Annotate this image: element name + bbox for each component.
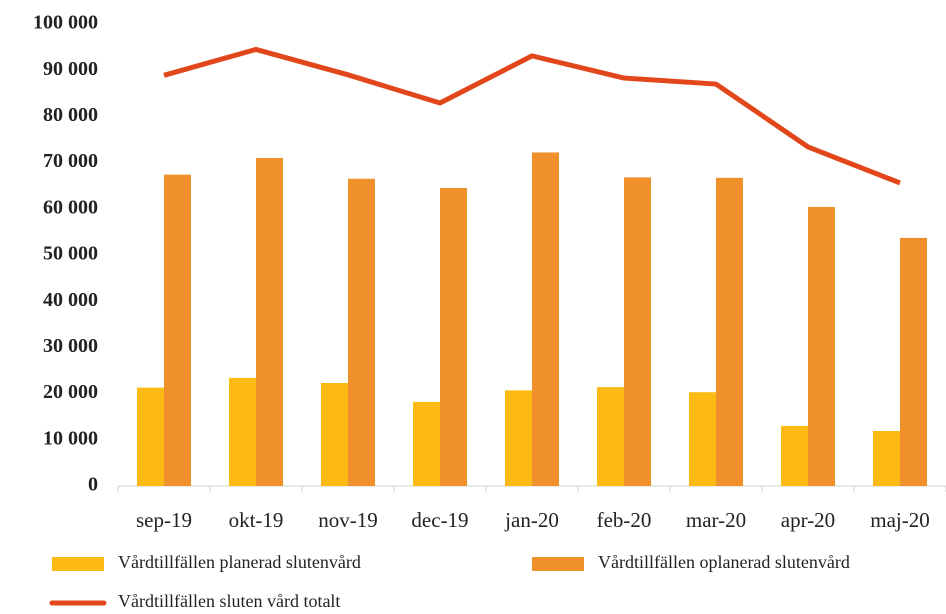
legend-swatch — [532, 557, 584, 571]
y-tick-label: 20 000 — [43, 381, 98, 403]
legend-label: Vårdtillfällen sluten vård totalt — [118, 591, 340, 611]
y-tick-label: 30 000 — [43, 335, 98, 357]
bar — [229, 377, 256, 486]
x-tick-label: apr-20 — [781, 508, 835, 532]
bar — [873, 431, 900, 486]
y-tick-label: 50 000 — [43, 243, 98, 265]
y-tick-label: 40 000 — [43, 289, 98, 311]
x-tick-label: okt-19 — [229, 508, 284, 532]
line — [163, 46, 901, 186]
x-tick-label: mar-20 — [686, 508, 746, 532]
y-tick-label: 100 000 — [33, 12, 98, 34]
bar — [716, 177, 743, 486]
y-tick-label: 60 000 — [43, 196, 98, 218]
bar — [624, 177, 651, 486]
legend-swatch — [52, 557, 104, 571]
bar — [597, 387, 624, 486]
bar — [532, 152, 559, 486]
y-tick-label: 10 000 — [43, 427, 98, 449]
bar — [256, 157, 283, 487]
bar — [689, 392, 716, 486]
bar — [413, 401, 440, 486]
bar — [808, 206, 835, 486]
bar — [321, 382, 348, 486]
x-tick-label: jan-20 — [504, 508, 559, 532]
bar — [164, 174, 191, 486]
bar — [440, 188, 467, 486]
x-tick-label: maj-20 — [870, 508, 929, 532]
bar — [348, 178, 375, 486]
bar — [137, 387, 164, 486]
y-tick-label: 90 000 — [43, 58, 98, 80]
x-tick-label: sep-19 — [136, 508, 192, 532]
y-tick-label: 80 000 — [43, 104, 98, 126]
y-tick-label: 0 — [88, 474, 98, 496]
legend-label: Vårdtillfällen planerad slutenvård — [118, 552, 361, 572]
x-tick-label: dec-19 — [411, 508, 468, 532]
bar — [781, 425, 808, 486]
legend-label: Vårdtillfällen oplanerad slutenvård — [598, 552, 850, 572]
bar — [900, 237, 927, 486]
bar — [505, 390, 532, 486]
x-tick-label: feb-20 — [597, 508, 652, 532]
y-tick-label: 70 000 — [43, 150, 98, 172]
x-tick-label: nov-19 — [318, 508, 378, 532]
